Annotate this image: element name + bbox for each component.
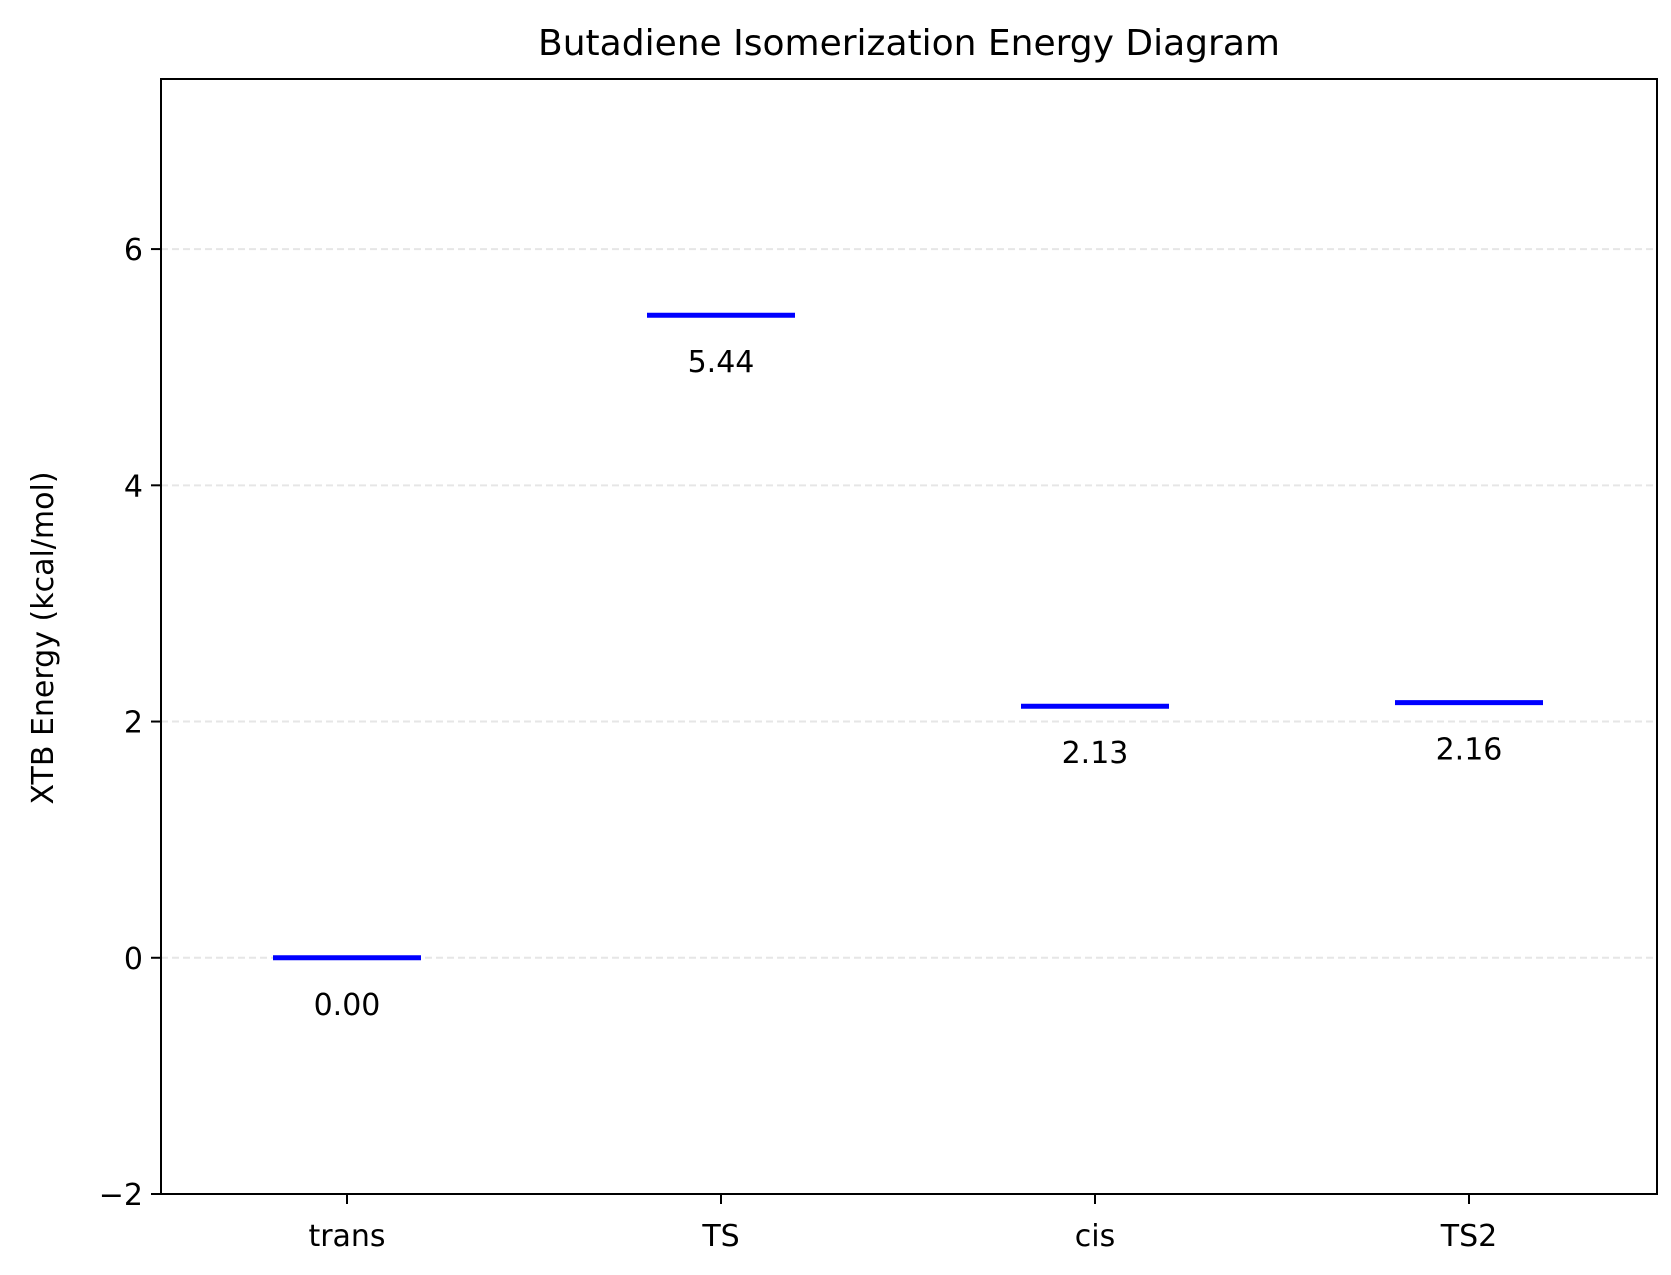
x-tick-label-ts2: TS2 [1440, 1219, 1497, 1254]
y-tick-label: 0 [124, 942, 143, 977]
value-label-ts2: 2.16 [1436, 733, 1503, 768]
grid-lines [161, 248, 1657, 959]
value-labels: 0.00 5.44 2.13 2.16 [314, 345, 1503, 1023]
y-axis-ticks: −2 0 2 4 6 [99, 233, 161, 1213]
y-tick-label: 4 [124, 469, 143, 504]
y-tick-label: 2 [124, 706, 143, 741]
y-tick-label: −2 [99, 1178, 143, 1213]
x-axis-ticks: trans TS cis TS2 [308, 1194, 1497, 1254]
chart-title: Butadiene Isomerization Energy Diagram [538, 23, 1280, 64]
value-label-trans: 0.00 [314, 988, 381, 1023]
plot-frame [160, 78, 1658, 1195]
x-tick-label-trans: trans [308, 1219, 385, 1254]
value-label-ts: 5.44 [688, 345, 755, 380]
y-axis-label: XTB Energy (kcal/mol) [26, 471, 61, 804]
value-label-cis: 2.13 [1062, 736, 1129, 771]
energy-levels [273, 312, 1543, 961]
x-tick-label-ts: TS [701, 1219, 739, 1254]
x-tick-label-cis: cis [1075, 1219, 1115, 1254]
y-tick-label: 6 [124, 233, 143, 268]
